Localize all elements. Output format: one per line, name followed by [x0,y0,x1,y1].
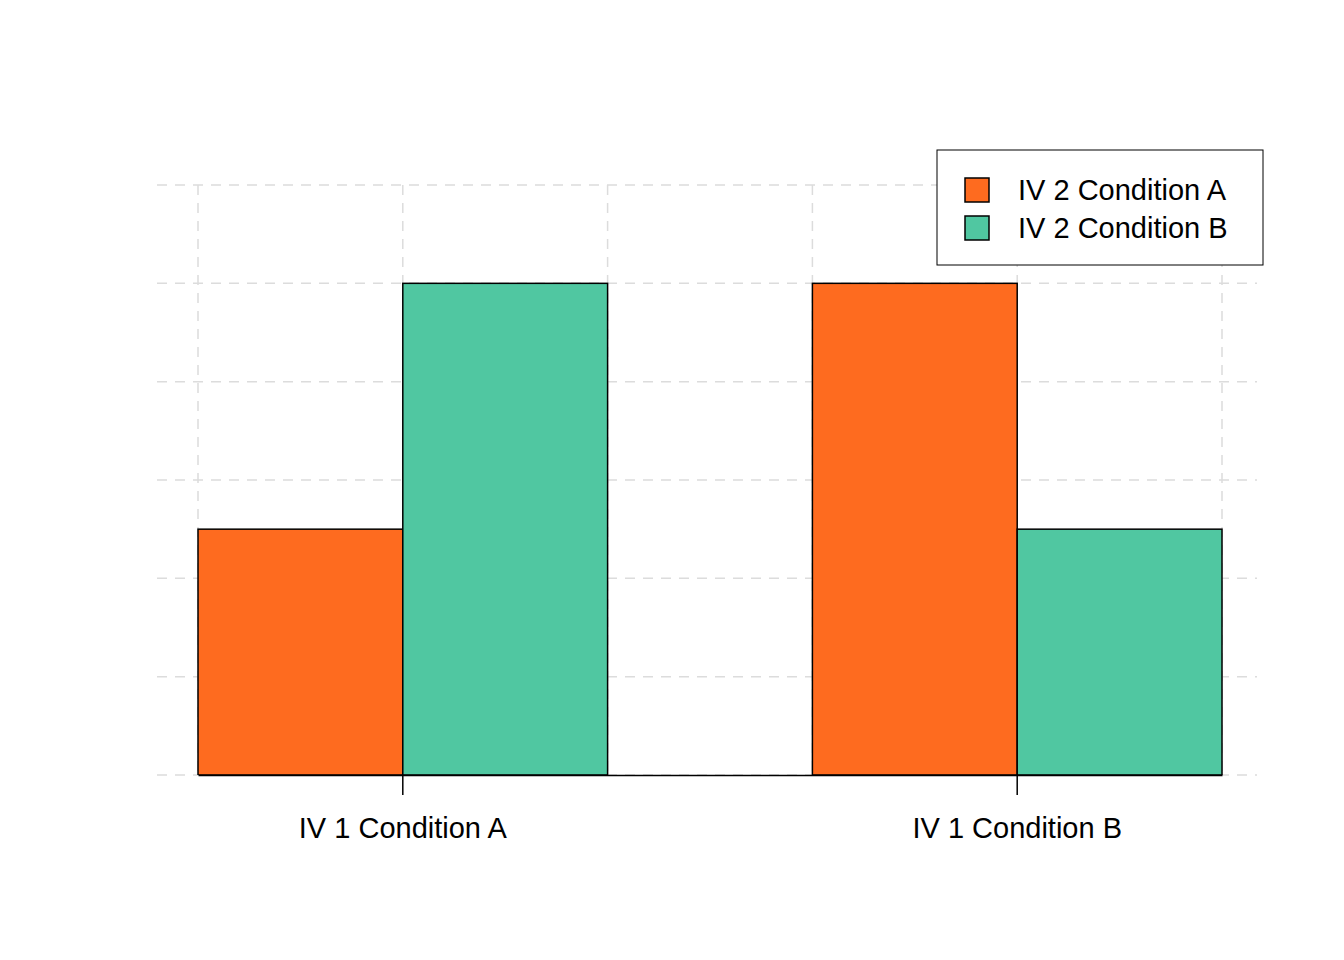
legend-swatch [965,178,989,202]
x-tick: IV 1 Condition B [912,775,1122,844]
bar [1017,529,1222,775]
legend: IV 2 Condition A IV 2 Condition B [937,150,1263,265]
grid [157,185,1257,775]
x-axis-line [199,775,1223,777]
legend-label: IV 2 Condition A [1018,174,1227,206]
grid-line-y [157,283,1257,285]
x-tick-label: IV 1 Condition B [912,812,1122,844]
grid-line-y [157,381,1257,383]
bar [812,283,1017,775]
legend-label: IV 2 Condition B [1018,212,1228,244]
x-tick-label: IV 1 Condition A [299,812,508,844]
x-tick-mark [1016,775,1018,795]
bar [198,529,403,775]
legend-swatch [965,216,989,240]
x-tick-mark [402,775,404,795]
x-tick: IV 1 Condition A [299,775,508,844]
chart: IV 1 Condition A IV 1 Condition B IV 2 Con… [0,0,1344,960]
grid-line-y [157,479,1257,481]
x-axis: IV 1 Condition A IV 1 Condition B [199,775,1223,844]
legend-box [937,150,1263,265]
bar [403,283,608,775]
bars [198,283,1222,775]
